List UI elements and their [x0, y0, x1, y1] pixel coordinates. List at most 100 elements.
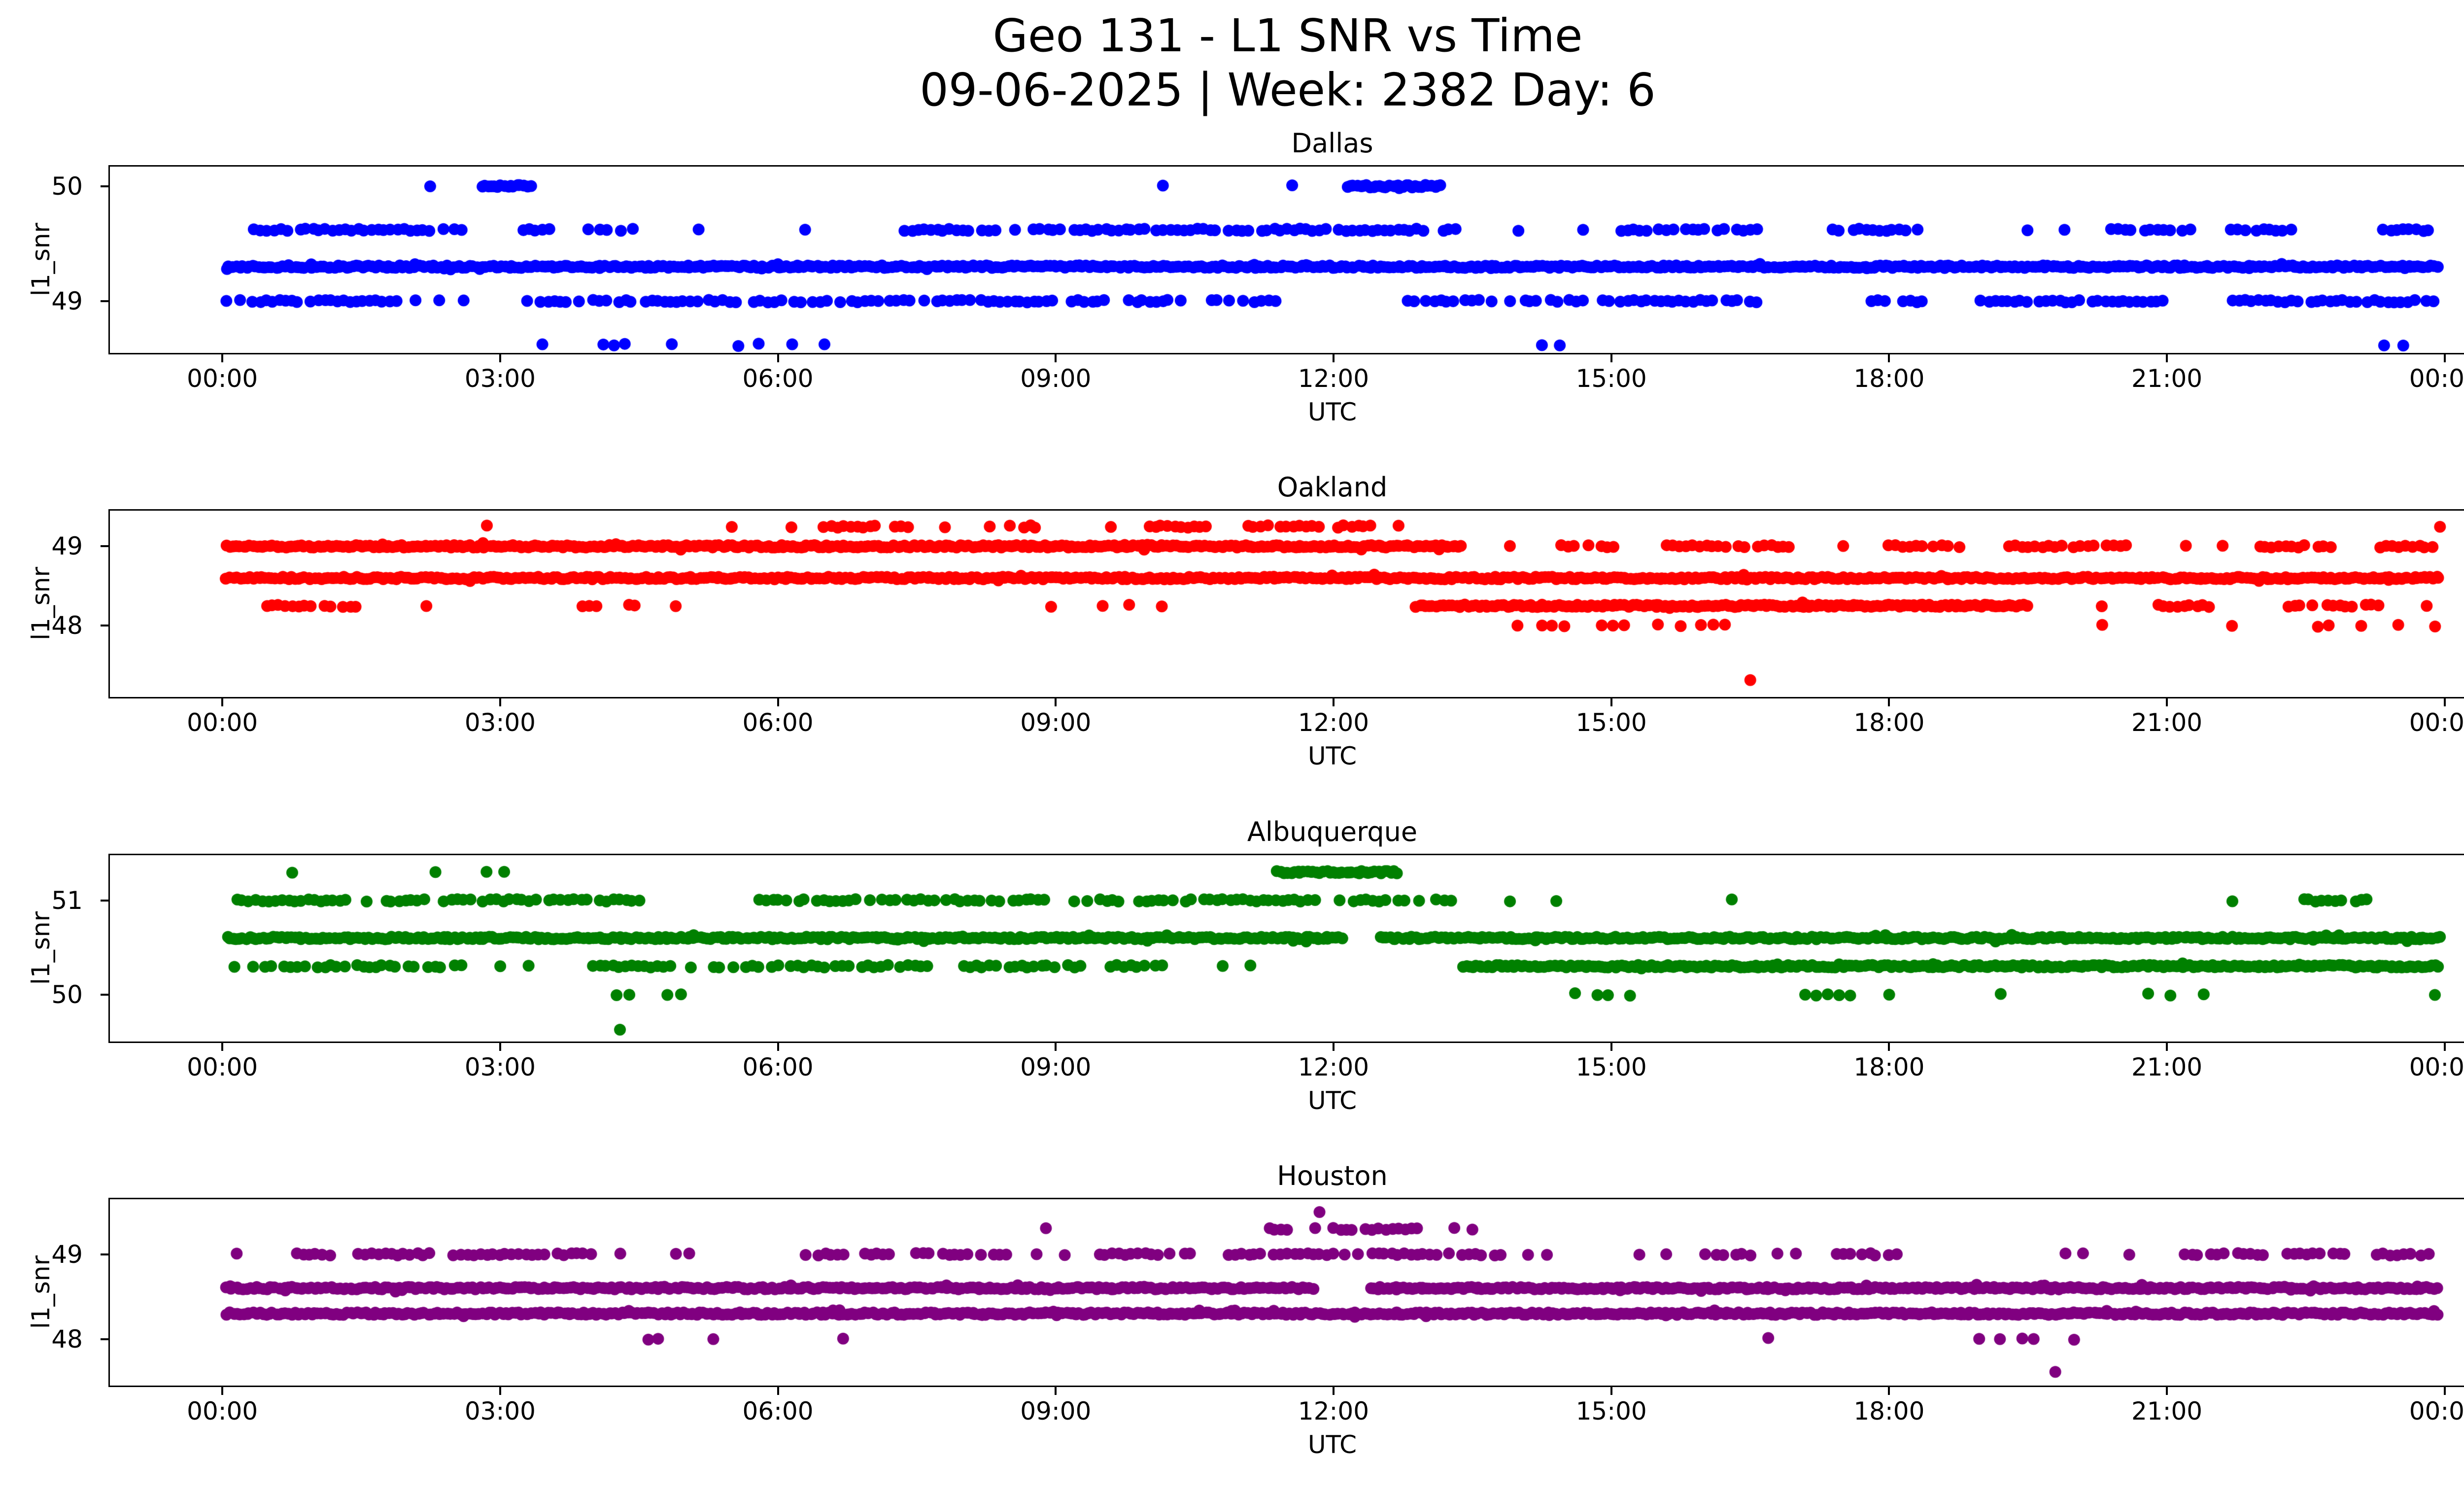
- y-tick-labels: 48 49: [0, 1198, 97, 1387]
- x-tick-mark: [1055, 698, 1057, 706]
- x-axis-label: UTC: [1307, 1086, 1357, 1115]
- x-tick-label: 21:00: [2131, 1053, 2203, 1081]
- x-tick-label: 21:00: [2131, 708, 2203, 737]
- x-axis-label: UTC: [1307, 1430, 1357, 1459]
- x-tick-mark: [777, 698, 779, 706]
- x-tick-mark: [221, 354, 224, 362]
- x-tick-mark: [221, 1043, 224, 1051]
- x-tick-label: 06:00: [742, 1397, 814, 1425]
- x-tick-mark: [1332, 1043, 1335, 1051]
- y-tick-label: 50: [51, 172, 83, 201]
- x-tick-label: 15:00: [1575, 1053, 1647, 1081]
- x-tick-label: 21:00: [2131, 364, 2203, 393]
- figure-subtitle: 09-06-2025 | Week: 2382 Day: 6: [920, 64, 1656, 117]
- x-tick-mark: [499, 1387, 501, 1395]
- x-tick-mark: [777, 1387, 779, 1395]
- subplot-title: Albuquerque: [1247, 816, 1418, 847]
- x-tick-label: 12:00: [1298, 708, 1369, 737]
- x-tick-mark: [777, 354, 779, 362]
- x-tick-mark: [777, 1043, 779, 1051]
- y-tick-labels: 48 49: [0, 509, 97, 698]
- x-tick-label: 03:00: [464, 1397, 536, 1425]
- x-tick-labels: 00:00 03:00 06:00 09:00 12:00 15:00 18:00 21:00…: [110, 1397, 2464, 1426]
- y-tick-label: 48: [51, 611, 83, 640]
- x-tick-label: 06:00: [742, 1053, 814, 1081]
- x-tick-label: 18:00: [1853, 708, 1925, 737]
- x-tick-label: 12:00: [1298, 364, 1369, 393]
- y-tick-mark: [101, 1338, 108, 1340]
- subplot-albuquerque: Albuquerque l1_snr 50 51 00:00 03:00 06:00 0…: [0, 814, 2464, 1120]
- subplot-title: Houston: [1277, 1160, 1388, 1191]
- y-tick-label: 51: [51, 886, 83, 915]
- x-tick-mark: [499, 354, 501, 362]
- y-tick-mark: [101, 185, 108, 187]
- y-tick-label: 49: [51, 1240, 83, 1269]
- x-tick-mark: [2443, 1043, 2446, 1051]
- y-tick-label: 50: [51, 980, 83, 1009]
- y-tick-mark: [101, 1253, 108, 1255]
- subplot-title: Dallas: [1291, 128, 1373, 159]
- subplot-houston: Houston l1_snr 48 49 00:00 03:00 06:00 09:00…: [0, 1158, 2464, 1464]
- x-tick-label: 12:00: [1298, 1053, 1369, 1081]
- x-tick-mark: [221, 1387, 224, 1395]
- plot-area: [108, 1198, 2464, 1387]
- x-tick-mark: [2166, 354, 2168, 362]
- x-tick-label: 09:00: [1020, 364, 1092, 393]
- x-tick-mark: [2443, 354, 2446, 362]
- x-tick-label: 03:00: [464, 364, 536, 393]
- x-axis-label: UTC: [1307, 742, 1357, 770]
- x-tick-label: 03:00: [464, 1053, 536, 1081]
- x-tick-label: 06:00: [742, 708, 814, 737]
- x-tick-mark: [1888, 1387, 1890, 1395]
- x-tick-label: 00:00: [187, 364, 258, 393]
- x-tick-mark: [499, 698, 501, 706]
- x-tick-mark: [1610, 1387, 1612, 1395]
- subplot-title: Oakland: [1277, 472, 1388, 503]
- y-tick-mark: [101, 625, 108, 627]
- x-tick-label: 00:00: [2409, 1397, 2464, 1425]
- x-tick-mark: [1332, 1387, 1335, 1395]
- plot-area: [108, 509, 2464, 698]
- x-axis-label: UTC: [1307, 398, 1357, 426]
- x-tick-mark: [2166, 1043, 2168, 1051]
- x-tick-label: 12:00: [1298, 1397, 1369, 1425]
- x-tick-label: 18:00: [1853, 364, 1925, 393]
- x-tick-mark: [1610, 354, 1612, 362]
- x-tick-label: 15:00: [1575, 708, 1647, 737]
- figure-title-block: Geo 131 - L1 SNR vs Time 09-06-2025 | We…: [0, 9, 2464, 118]
- x-tick-mark: [2443, 698, 2446, 706]
- x-tick-mark: [1055, 354, 1057, 362]
- x-tick-label: 00:00: [187, 1397, 258, 1425]
- scatter-canvas: [110, 1199, 2464, 1386]
- x-tick-mark: [1332, 354, 1335, 362]
- x-tick-label: 09:00: [1020, 1397, 1092, 1425]
- y-tick-label: 49: [51, 287, 83, 315]
- x-tick-label: 00:00: [187, 708, 258, 737]
- x-tick-mark: [2443, 1387, 2446, 1395]
- x-tick-label: 00:00: [2409, 708, 2464, 737]
- y-tick-mark: [101, 300, 108, 302]
- x-tick-label: 00:00: [2409, 1053, 2464, 1081]
- x-tick-mark: [2166, 1387, 2168, 1395]
- plot-area: [108, 165, 2464, 354]
- x-tick-mark: [1332, 698, 1335, 706]
- x-tick-mark: [1888, 1043, 1890, 1051]
- x-tick-label: 00:00: [2409, 364, 2464, 393]
- x-tick-mark: [499, 1043, 501, 1051]
- x-tick-mark: [1888, 354, 1890, 362]
- subplot-oakland: Oakland l1_snr 48 49 00:00 03:00 06:00 09:00…: [0, 470, 2464, 775]
- x-tick-mark: [1055, 1043, 1057, 1051]
- x-tick-label: 15:00: [1575, 1397, 1647, 1425]
- x-tick-mark: [1610, 1043, 1612, 1051]
- x-tick-mark: [2166, 698, 2168, 706]
- x-tick-mark: [1610, 698, 1612, 706]
- scatter-canvas: [110, 855, 2464, 1042]
- x-tick-label: 00:00: [187, 1053, 258, 1081]
- x-tick-label: 21:00: [2131, 1397, 2203, 1425]
- subplot-dallas: Dallas l1_snr 49 50 00:00 03:00 06:00 09:00 1…: [0, 126, 2464, 431]
- y-tick-labels: 49 50: [0, 165, 97, 354]
- x-tick-labels: 00:00 03:00 06:00 09:00 12:00 15:00 18:00 21:00…: [110, 364, 2464, 394]
- y-tick-label: 48: [51, 1324, 83, 1354]
- x-tick-label: 18:00: [1853, 1397, 1925, 1425]
- scatter-canvas: [110, 167, 2464, 353]
